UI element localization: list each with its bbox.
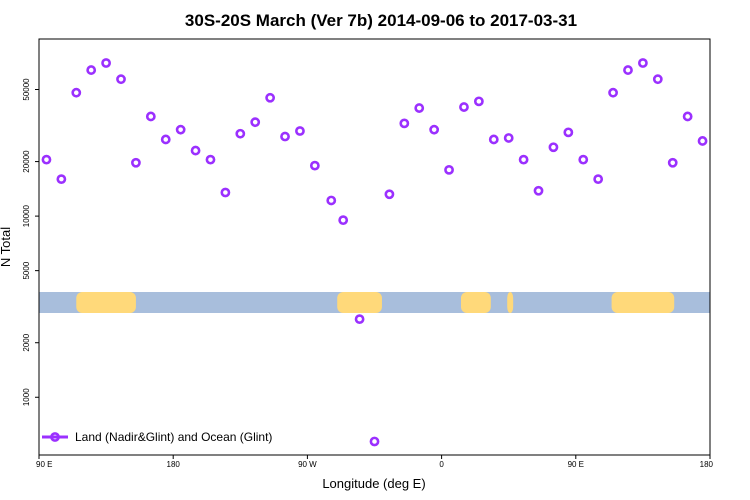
y-tick-label: 50000: [22, 78, 31, 101]
data-point: [518, 154, 529, 165]
data-point: [56, 174, 67, 185]
data-point: [593, 174, 604, 185]
data-point: [638, 58, 648, 68]
y-tick-label: 5000: [22, 261, 31, 279]
data-point: [369, 436, 380, 447]
legend: Land (Nadir&Glint) and Ocean (Glint): [42, 430, 272, 444]
legend-marker: [50, 432, 60, 442]
data-point: [220, 187, 231, 198]
data-point: [250, 117, 261, 128]
data-point: [384, 189, 395, 200]
land-segment: [76, 292, 136, 313]
x-tick-label: 180: [700, 460, 714, 469]
data-point: [280, 131, 290, 142]
data-point: [503, 133, 514, 143]
y-tick-label: 1000: [22, 388, 31, 406]
data-point: [429, 124, 440, 135]
land-segment: [611, 292, 675, 313]
y-axis: 1000 2000 5000 10000 20000 50000: [22, 78, 39, 406]
data-point: [295, 126, 305, 136]
plot-frame: [38, 38, 711, 456]
data-point: [175, 124, 186, 135]
x-tick-label: 180: [167, 460, 181, 469]
data-point: [414, 103, 425, 113]
data-point: [71, 87, 82, 98]
data-point: [563, 127, 574, 138]
data-point: [533, 185, 544, 196]
y-tick-label: 20000: [22, 150, 31, 173]
data-point: [265, 92, 276, 103]
x-tick-label: 90 E: [36, 460, 52, 469]
x-tick-label: 90 W: [298, 460, 317, 469]
data-point: [101, 58, 111, 68]
data-point: [338, 215, 349, 226]
data-point: [205, 154, 216, 165]
data-point: [652, 74, 663, 85]
x-axis-label: Longitude (deg E): [322, 476, 425, 491]
data-point: [326, 195, 337, 206]
data-point: [41, 154, 52, 165]
y-axis-label: N Total: [0, 227, 13, 267]
data-point: [697, 136, 708, 146]
data-point: [354, 314, 365, 325]
data-point: [116, 74, 126, 85]
y-tick-label: 10000: [22, 204, 31, 227]
data-point: [578, 154, 589, 165]
x-tick-label: 0: [439, 460, 444, 469]
data-point: [190, 145, 201, 156]
data-point: [309, 160, 320, 171]
data-points: [41, 58, 708, 447]
data-point: [548, 142, 559, 153]
x-axis: 90 E 180 90 W 0 90 E 180: [36, 455, 714, 469]
x-tick-label: 90 E: [568, 460, 584, 469]
data-point: [145, 111, 156, 122]
data-point: [667, 157, 678, 168]
data-point: [399, 118, 410, 129]
land-segment: [460, 292, 491, 313]
data-point: [608, 87, 618, 98]
data-point: [473, 96, 484, 107]
data-point: [488, 134, 499, 145]
data-point: [682, 111, 693, 122]
chart-title: 30S-20S March (Ver 7b) 2014-09-06 to 201…: [185, 11, 577, 30]
data-point: [160, 134, 171, 145]
land-segment: [337, 292, 382, 313]
legend-label: Land (Nadir&Glint) and Ocean (Glint): [75, 430, 272, 444]
data-point: [459, 102, 469, 112]
data-point: [623, 65, 633, 75]
land-segment: [507, 292, 514, 313]
y-tick-label: 2000: [22, 333, 31, 351]
surface-band: [39, 292, 710, 313]
data-point: [86, 65, 97, 75]
data-point: [444, 164, 454, 175]
data-point: [235, 128, 246, 139]
data-point: [131, 157, 141, 168]
